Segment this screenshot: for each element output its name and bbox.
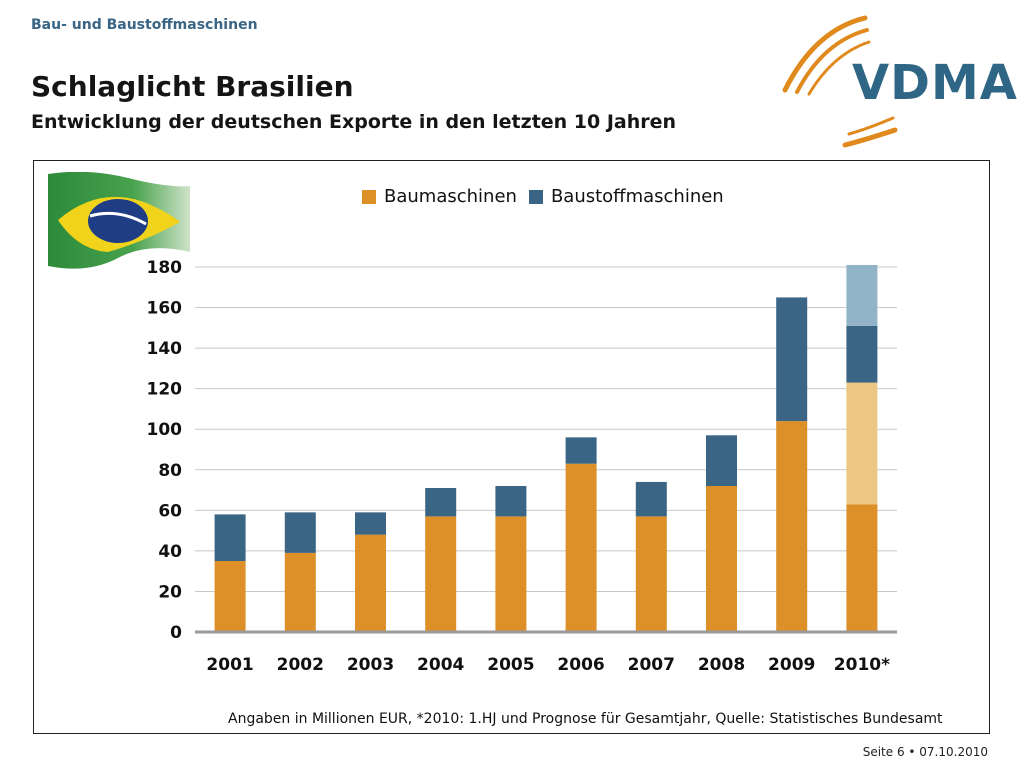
bar-baumaschinen [284,552,316,632]
bar-baumaschinen [776,421,808,632]
logo-arc-3 [807,40,871,96]
legend-label-baumaschinen: Baumaschinen [384,186,517,207]
bar-baustoffmaschinen-prognose [846,264,878,326]
y-tick-label: 180 [147,258,183,278]
logo-arc-4 [842,127,898,148]
logo-arc-5 [847,116,895,136]
y-tick-label: 60 [158,501,182,521]
x-tick-label: 2002 [277,655,324,675]
bar-baustoffmaschinen [706,435,737,486]
header-kicker: Bau- und Baustoffmaschinen [31,17,258,33]
y-tick-label: 80 [158,461,182,481]
logo-text: VDMA [852,55,1018,111]
y-tick-label: 160 [147,299,183,319]
bar-baustoffmaschinen [495,486,527,517]
x-tick-label: 2010* [834,655,890,675]
bar-baumaschinen [214,561,246,632]
bar-baustoffmaschinen [776,297,808,422]
bar-baumaschinen [635,516,667,632]
bar-baustoffmaschinen [565,437,597,464]
chart-frame [33,160,990,734]
x-tick-label: 2004 [417,655,464,675]
bar-baustoffmaschinen [635,481,667,517]
page-footer: Seite 6 • 07.10.2010 [862,745,988,759]
y-tick-label: 20 [158,582,182,602]
logo-arc-2 [795,28,869,94]
bar-baustoffmaschinen [355,512,386,535]
legend-item-baustoffmaschinen: Baustoffmaschinen [528,186,724,207]
page-subtitle: Entwicklung der deutschen Exporte in den… [31,111,677,133]
legend-swatch-baustoffmaschinen [528,189,543,204]
bar-baustoffmaschinen [846,325,878,383]
x-tick-label: 2007 [628,655,675,675]
brazil-flag-icon [48,172,190,269]
x-tick-label: 2006 [557,655,604,675]
page-title: Schlaglicht Brasilien [31,70,354,103]
chart-legend: Baumaschinen Baustoffmaschinen [362,186,736,207]
y-tick-label: 40 [158,542,182,562]
vdma-logo [782,15,898,148]
bar-baumaschinen [706,486,737,632]
y-tick-label: 140 [147,339,183,359]
bar-baumaschinen [495,516,527,632]
y-tick-label: 100 [147,420,183,440]
bar-baumaschinen [565,463,597,632]
legend-item-baumaschinen: Baumaschinen [362,186,517,207]
logo-arc-1 [782,15,868,93]
x-tick-label: 2001 [206,655,253,675]
bar-baumaschinen [355,534,386,632]
bar-baumaschinen-prognose [846,382,878,505]
x-tick-label: 2005 [487,655,534,675]
legend-label-baustoffmaschinen: Baustoffmaschinen [550,186,724,207]
y-tick-label: 0 [170,623,182,643]
bar-baustoffmaschinen [284,512,316,553]
legend-swatch-baumaschinen [362,189,376,204]
bar-baustoffmaschinen [425,488,457,517]
chart-source-note: Angaben in Millionen EUR, *2010: 1.HJ un… [228,711,943,727]
x-tick-label: 2009 [768,655,815,675]
y-tick-label: 120 [147,380,183,400]
bar-baustoffmaschinen [214,514,246,562]
bar-baumaschinen [425,516,457,632]
x-tick-label: 2003 [347,655,394,675]
x-tick-label: 2008 [698,655,745,675]
bar-baumaschinen [846,504,878,632]
